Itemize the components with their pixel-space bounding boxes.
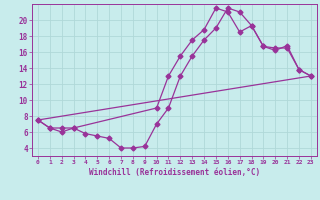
X-axis label: Windchill (Refroidissement éolien,°C): Windchill (Refroidissement éolien,°C)	[89, 168, 260, 177]
